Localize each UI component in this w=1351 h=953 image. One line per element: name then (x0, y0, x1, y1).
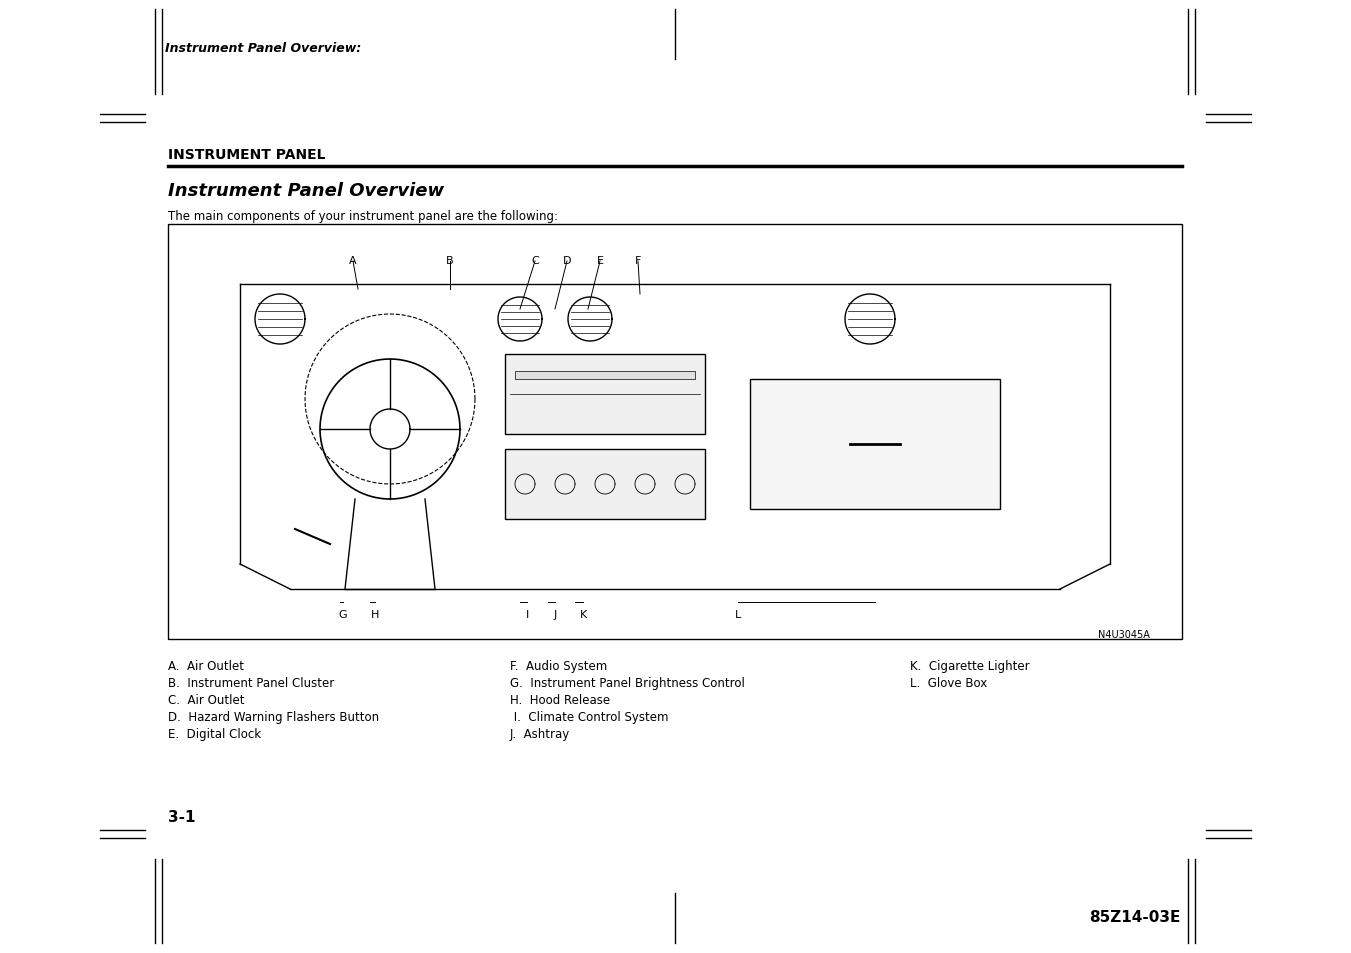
Bar (505, 355, 705, 435)
Text: G.  Instrument Panel Brightness Control: G. Instrument Panel Brightness Control (509, 677, 744, 689)
Text: A.  Air Outlet: A. Air Outlet (168, 659, 245, 672)
Text: C: C (531, 255, 539, 266)
Text: I: I (526, 609, 528, 619)
Text: INSTRUMENT PANEL: INSTRUMENT PANEL (168, 148, 326, 162)
Text: N4U3045A: N4U3045A (1098, 629, 1150, 639)
Text: J: J (554, 609, 557, 619)
Text: H: H (370, 609, 380, 619)
Bar (505, 450, 705, 519)
Text: Instrument Panel Overview: Instrument Panel Overview (168, 182, 444, 200)
Text: The main components of your instrument panel are the following:: The main components of your instrument p… (168, 210, 558, 223)
Text: K.  Cigarette Lighter: K. Cigarette Lighter (911, 659, 1029, 672)
Text: K: K (580, 609, 586, 619)
Text: L: L (735, 609, 742, 619)
Bar (515, 372, 694, 379)
Text: D: D (563, 255, 571, 266)
Text: 3-1: 3-1 (168, 809, 196, 824)
Text: E.  Digital Clock: E. Digital Clock (168, 727, 261, 740)
Text: A: A (349, 255, 357, 266)
Bar (750, 379, 1000, 510)
Text: B.  Instrument Panel Cluster: B. Instrument Panel Cluster (168, 677, 334, 689)
Text: C.  Air Outlet: C. Air Outlet (168, 693, 245, 706)
Text: H.  Hood Release: H. Hood Release (509, 693, 611, 706)
Text: I.  Climate Control System: I. Climate Control System (509, 710, 669, 723)
Text: L.  Glove Box: L. Glove Box (911, 677, 988, 689)
Text: G: G (339, 609, 347, 619)
Text: F: F (635, 255, 642, 266)
Text: 85Z14-03E: 85Z14-03E (1089, 909, 1179, 924)
Text: Instrument Panel Overview:: Instrument Panel Overview: (165, 42, 361, 55)
Text: B: B (446, 255, 454, 266)
Text: D.  Hazard Warning Flashers Button: D. Hazard Warning Flashers Button (168, 710, 380, 723)
Bar (168, 225, 1182, 639)
Text: F.  Audio System: F. Audio System (509, 659, 607, 672)
Text: J.  Ashtray: J. Ashtray (509, 727, 570, 740)
Text: E: E (597, 255, 604, 266)
